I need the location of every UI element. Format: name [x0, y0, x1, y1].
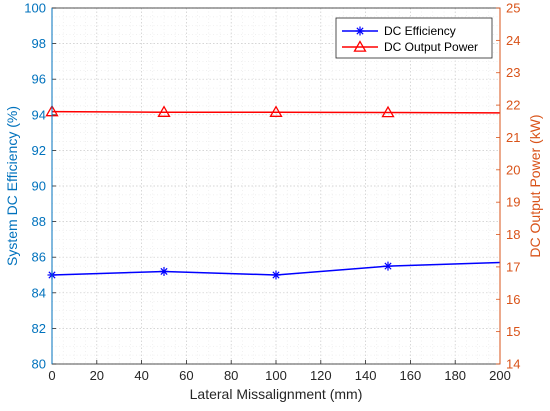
y-left-tick-label: 82	[32, 321, 46, 336]
data-point-dc-output-power	[157, 105, 171, 117]
y-right-tick-label: 18	[506, 227, 520, 242]
x-tick-label: 100	[265, 368, 287, 383]
y-right-tick-label: 20	[506, 162, 520, 177]
y-axis-left-title: System DC Efficiency (%)	[4, 106, 20, 266]
y-left-tick-label: 96	[32, 72, 46, 87]
x-tick-label: 80	[224, 368, 238, 383]
y-right-tick-label: 24	[506, 33, 520, 48]
x-tick-label: 40	[134, 368, 148, 383]
grid	[51, 7, 501, 365]
x-tick-label: 160	[400, 368, 422, 383]
legend-label-dc-efficiency: DC Efficiency	[384, 24, 456, 38]
y-left-tick-label: 100	[24, 1, 46, 16]
legend: DC Efficiency DC Output Power	[335, 17, 493, 59]
y-right-tick-label: 19	[506, 195, 520, 210]
legend-item-dc-output-power: DC Output Power	[342, 40, 478, 54]
legend-marker-dc-efficiency	[355, 26, 365, 36]
y-left-tick-label: 80	[32, 357, 46, 372]
data-point-dc-output-power	[269, 105, 283, 117]
y-axis-right-title: DC Output Power (kW)	[527, 114, 543, 257]
y-right-tick-label: 23	[506, 65, 520, 80]
y-left-tick-label: 94	[32, 107, 46, 122]
y-axis-left: 80 82 84 86 88 90 92 94 96 98 100	[24, 1, 56, 372]
x-tick-label: 140	[355, 368, 377, 383]
y-left-tick-label: 84	[32, 285, 46, 300]
y-left-tick-label: 90	[32, 179, 46, 194]
data-point-dc-efficiency	[271, 270, 281, 280]
x-tick-label: 60	[179, 368, 193, 383]
y-left-tick-label: 92	[32, 143, 46, 158]
legend-marker-dc-output-power	[353, 40, 367, 52]
x-axis: 0 20 40 60 80 100 120 140 160 180 200	[48, 360, 511, 383]
x-tick-label: 20	[90, 368, 104, 383]
y-right-tick-label: 25	[506, 1, 520, 16]
x-tick-label: 120	[310, 368, 332, 383]
legend-label-dc-output-power: DC Output Power	[384, 40, 478, 54]
y-axis-right: 14 15 16 17 18 19 20 21 22 23 24 25	[496, 1, 520, 372]
y-right-tick-label: 22	[506, 98, 520, 113]
y-left-tick-label: 88	[32, 214, 46, 229]
legend-marker-shape	[355, 26, 365, 36]
data-point-dc-efficiency	[383, 261, 393, 271]
y-right-tick-label: 21	[506, 130, 520, 145]
y-left-tick-label: 98	[32, 36, 46, 51]
x-tick-label: 180	[444, 368, 466, 383]
series-line-dc-output-power	[51, 110, 501, 114]
legend-marker-shape	[353, 40, 367, 52]
x-axis-title: Lateral Missalignment (mm)	[190, 386, 363, 402]
y-left-tick-label: 86	[32, 250, 46, 265]
y-right-tick-label: 14	[506, 357, 520, 372]
data-point-dc-efficiency	[159, 266, 169, 276]
legend-item-dc-efficiency: DC Efficiency	[342, 24, 456, 38]
y-right-tick-label: 17	[506, 259, 520, 274]
y-right-tick-label: 15	[506, 324, 520, 339]
data-point-dc-output-power	[381, 105, 395, 118]
x-tick-label: 200	[489, 368, 511, 383]
x-tick-label: 0	[48, 368, 55, 383]
y-right-tick-label: 16	[506, 292, 520, 307]
